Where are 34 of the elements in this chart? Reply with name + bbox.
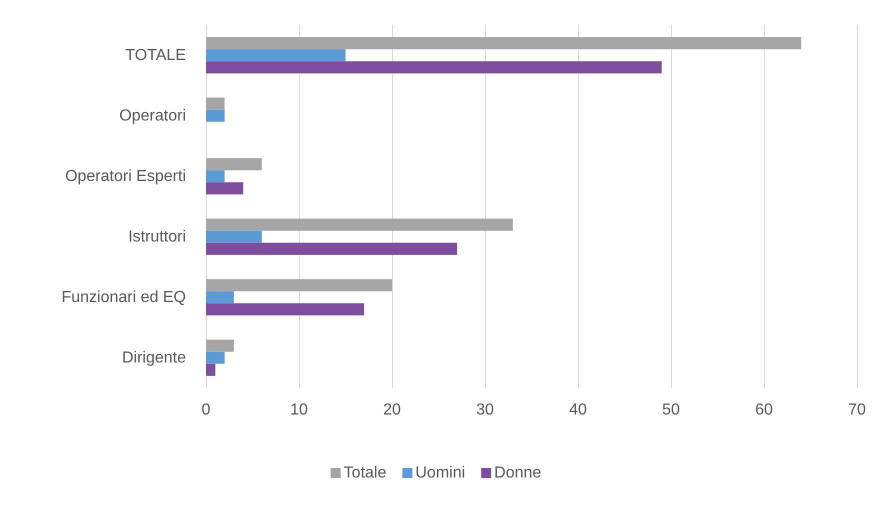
y-tick-label: Operatori Esperti: [65, 168, 186, 185]
bar: [206, 340, 234, 352]
x-tick-label: 60: [755, 402, 773, 418]
x-tick-label: 70: [848, 402, 866, 418]
y-tick-label: Funzionari ed EQ: [61, 288, 186, 306]
bar: [206, 230, 262, 243]
legend-label: Totale: [344, 464, 386, 482]
bar: [206, 98, 225, 110]
bar: [206, 49, 346, 62]
x-tick-label: 20: [383, 402, 401, 418]
bar: [206, 291, 234, 304]
bar: [206, 182, 244, 194]
bar: [206, 364, 216, 376]
x-tick-label: 30: [476, 402, 494, 418]
legend-label: Uomini: [415, 464, 466, 482]
y-tick-label: Istruttori: [128, 228, 186, 246]
bar: [206, 158, 262, 170]
bar: [206, 242, 458, 255]
bar: [206, 303, 364, 316]
x-tick-label: 10: [290, 402, 308, 418]
x-tick-label: 50: [662, 402, 680, 418]
bar: [206, 279, 392, 292]
y-tick-label: Operatori: [119, 107, 186, 124]
bar: [206, 170, 225, 182]
x-tick-label: 0: [202, 402, 211, 418]
legend-label: Donne: [494, 464, 542, 482]
x-tick-label: 40: [569, 402, 587, 418]
bar: [206, 110, 225, 122]
bar: [206, 218, 513, 231]
y-tick-label: TOTALE: [125, 46, 186, 64]
bar: [206, 352, 225, 364]
bar: [206, 61, 662, 74]
y-tick-label: Dirigente: [122, 349, 186, 366]
bar: [206, 37, 802, 50]
